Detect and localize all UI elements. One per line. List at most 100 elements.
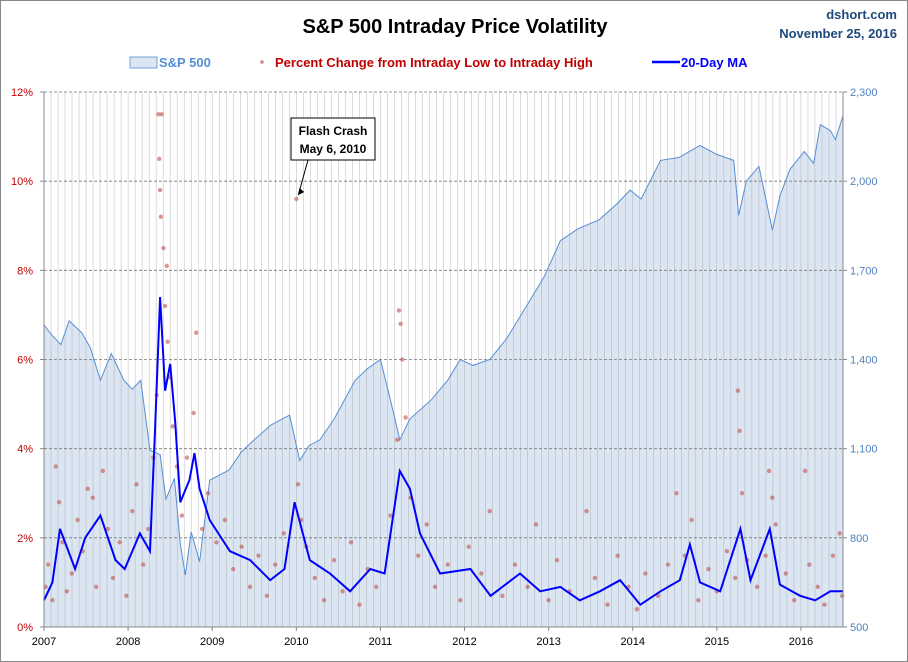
pct-change-point bbox=[43, 584, 48, 590]
right-tick-label: 800 bbox=[850, 533, 868, 545]
pct-change-point bbox=[837, 531, 842, 536]
legend: S&P 500 Percent Change from Intraday Low… bbox=[129, 55, 748, 70]
pct-change-point bbox=[199, 526, 205, 532]
pct-change-point bbox=[554, 557, 560, 563]
flash-crash-annotation: Flash Crash May 6, 2010 bbox=[290, 117, 376, 196]
pct-change-point bbox=[281, 531, 286, 536]
pct-change-point bbox=[395, 437, 400, 442]
pct-change-point bbox=[770, 495, 775, 500]
source-label: dshort.com bbox=[826, 7, 897, 22]
pct-change-point bbox=[321, 598, 327, 603]
legend-sp500-swatch bbox=[129, 56, 158, 69]
pct-change-point bbox=[93, 584, 99, 590]
right-tick-label: 2,300 bbox=[850, 87, 878, 99]
x-tick-label: 2010 bbox=[284, 636, 308, 648]
pct-change-point bbox=[179, 513, 185, 518]
pct-change-point bbox=[665, 562, 671, 567]
pct-change-point bbox=[605, 602, 610, 607]
pct-change-point bbox=[117, 540, 122, 545]
pct-change-point bbox=[815, 584, 820, 590]
pct-change-point bbox=[50, 598, 55, 603]
pct-change-point bbox=[696, 598, 701, 603]
right-tick-label: 1,700 bbox=[850, 265, 878, 277]
pct-change-point bbox=[525, 584, 530, 590]
pct-change-point bbox=[830, 553, 836, 558]
right-tick-label: 1,400 bbox=[850, 355, 878, 367]
pct-change-point bbox=[416, 553, 421, 558]
x-tick-label: 2008 bbox=[116, 636, 140, 648]
pct-change-point bbox=[533, 522, 539, 527]
pct-change-point bbox=[445, 562, 450, 567]
pct-change-point bbox=[53, 464, 58, 469]
pct-change-point bbox=[706, 566, 711, 572]
pct-change-point bbox=[398, 321, 403, 327]
pct-change-point bbox=[264, 593, 270, 598]
pct-change-point bbox=[403, 415, 408, 420]
pct-change-point bbox=[500, 593, 505, 598]
pct-change-point bbox=[458, 598, 463, 603]
pct-change-point bbox=[487, 508, 492, 514]
x-tick-label: 2011 bbox=[369, 636, 393, 648]
pct-change-point bbox=[689, 517, 694, 523]
pct-change-point bbox=[584, 508, 589, 514]
pct-change-point bbox=[156, 112, 161, 117]
pct-change-point bbox=[792, 598, 797, 603]
pct-change-point bbox=[773, 522, 778, 527]
pct-change-point bbox=[273, 562, 278, 567]
pct-change-point bbox=[643, 571, 648, 576]
chart-title: S&P 500 Intraday Price Volatility bbox=[303, 16, 609, 38]
left-tick-label: 8% bbox=[17, 265, 33, 277]
annotation-box bbox=[290, 117, 376, 161]
x-tick-label: 2013 bbox=[536, 636, 560, 648]
left-tick-label: 10% bbox=[11, 176, 33, 188]
right-tick-label: 500 bbox=[850, 622, 868, 634]
pct-change-point bbox=[64, 589, 69, 594]
x-tick-label: 2015 bbox=[705, 636, 729, 648]
right-tick-label: 2,000 bbox=[850, 176, 878, 188]
pct-change-point bbox=[170, 424, 175, 429]
pct-change-point bbox=[239, 544, 244, 549]
pct-change-point bbox=[124, 593, 129, 598]
pct-change-point bbox=[247, 584, 253, 590]
pct-change-point bbox=[737, 428, 742, 434]
pct-change-point bbox=[75, 517, 80, 523]
date-label: November 25, 2016 bbox=[779, 26, 897, 41]
annotation-arrowhead bbox=[298, 188, 305, 195]
pct-change-point bbox=[348, 540, 354, 545]
pct-change-point bbox=[110, 575, 116, 581]
pct-change-point bbox=[546, 598, 551, 603]
pct-change-point bbox=[231, 566, 236, 572]
pct-change-point bbox=[400, 357, 405, 362]
pct-change-point bbox=[100, 468, 106, 474]
pct-change-point bbox=[134, 482, 139, 487]
pct-change-point bbox=[56, 499, 62, 505]
pct-change-point bbox=[194, 330, 199, 335]
pct-change-point bbox=[822, 602, 827, 607]
pct-change-point bbox=[807, 562, 812, 567]
left-tick-label: 0% bbox=[17, 622, 33, 634]
legend-sp500-label: S&P 500 bbox=[159, 55, 211, 70]
pct-change-point bbox=[479, 571, 484, 576]
pct-change-point bbox=[839, 593, 845, 598]
pct-change-point bbox=[634, 606, 640, 612]
pct-change-point bbox=[184, 455, 190, 460]
legend-pct-marker bbox=[260, 60, 264, 64]
pct-change-point bbox=[46, 562, 51, 567]
pct-change-point bbox=[783, 571, 789, 576]
pct-change-point bbox=[735, 388, 741, 393]
pct-change-point bbox=[130, 508, 135, 514]
pct-change-point bbox=[766, 468, 772, 474]
x-tick-label: 2007 bbox=[32, 636, 56, 648]
pct-change-point bbox=[755, 584, 760, 590]
pct-change-point bbox=[165, 339, 170, 344]
right-tick-label: 1,100 bbox=[850, 444, 878, 456]
axes: 0% 2% 4% 6% 8% 10% 12% 500 800 1,100 1,400 1,700 2,0… bbox=[11, 87, 878, 648]
pct-change-point bbox=[763, 553, 768, 558]
pct-change-point bbox=[396, 308, 402, 313]
left-tick-label: 2% bbox=[17, 533, 33, 545]
left-tick-label: 6% bbox=[17, 355, 33, 367]
pct-change-point bbox=[674, 491, 679, 496]
pct-change-point bbox=[222, 517, 228, 523]
pct-change-point bbox=[256, 553, 261, 558]
